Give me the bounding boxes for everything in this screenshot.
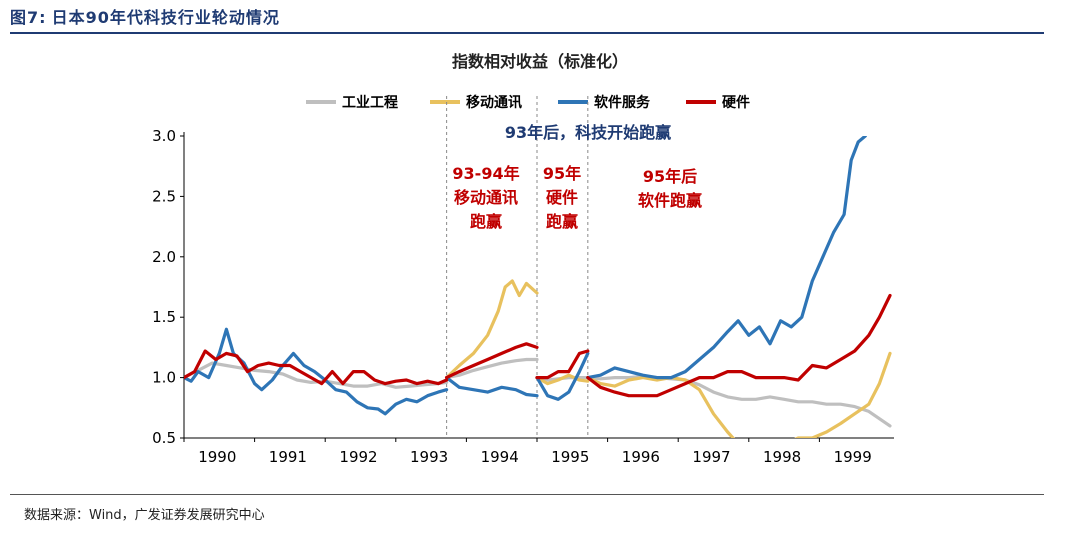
x-tick-label: 1998: [763, 448, 801, 466]
y-tick-label: 1.0: [152, 369, 176, 387]
series-line-industrial: [445, 357, 539, 380]
annotation-mobile-period: 移动通讯: [454, 188, 518, 207]
annotation-hardware-period: 跑赢: [546, 212, 578, 231]
annotation-top: 93年后，科技开始跑赢: [505, 123, 671, 142]
series-line-mobile: [445, 279, 539, 380]
annotation-hardware-period: 硬件: [546, 188, 578, 207]
annotation-software-period: 软件跑赢: [638, 191, 702, 210]
x-tick-label: 1994: [481, 448, 519, 466]
series-line-software: [184, 327, 449, 416]
source-note: 数据来源：Wind，广发证券发展研究中心: [24, 508, 265, 523]
series-line-software: [586, 136, 867, 380]
series-lines: [184, 136, 892, 438]
x-tick-label: 1996: [622, 448, 660, 466]
series-line-mobile: [586, 351, 892, 438]
figure-title: 日本90年代科技行业轮动情况: [51, 8, 280, 27]
y-tick-label: 0.5: [152, 429, 176, 447]
x-tick-label: 1992: [339, 448, 377, 466]
x-tick-label: 1993: [410, 448, 448, 466]
series-line-software: [535, 351, 590, 401]
series-line-hardware: [535, 349, 590, 380]
legend-label-industrial: 工业工程: [342, 95, 398, 111]
chart-title: 指数相对收益（标准化）: [452, 52, 628, 71]
series-line-hardware: [184, 349, 449, 386]
x-tick-label: 1991: [269, 448, 307, 466]
y-tick-label: 3.0: [152, 127, 176, 145]
series-line-industrial: [586, 374, 892, 428]
legend-label-hardware: 硬件: [722, 94, 750, 111]
annotation-software-period: 95年后: [643, 167, 697, 186]
axes: 0.5 1.0 1.5 2.0 2.5 3.0 1990 1991 1992 1993 1994 19…: [152, 127, 894, 466]
figure-label: 图7:: [10, 8, 47, 27]
period-dividers: [446, 96, 589, 438]
x-tick-label: 1990: [198, 448, 236, 466]
legend-label-software: 软件服务: [594, 94, 651, 111]
series-line-software: [445, 376, 539, 398]
y-tick-label: 2.0: [152, 248, 176, 266]
series-line-industrial: [184, 361, 449, 389]
x-tick-label: 1997: [692, 448, 730, 466]
annotation-hardware-period: 95年: [543, 164, 581, 183]
y-tick-label: 1.5: [152, 308, 176, 326]
series-line-hardware: [445, 342, 539, 380]
legend: 工业工程 移动通讯 软件服务 硬件: [306, 94, 750, 111]
annotation-mobile-period: 跑赢: [470, 212, 502, 231]
top-rule: [10, 32, 1044, 34]
bottom-rule: [10, 494, 1044, 495]
x-tick-label: 1999: [834, 448, 872, 466]
x-tick-label: 1995: [551, 448, 589, 466]
y-tick-label: 2.5: [152, 187, 176, 205]
legend-label-mobile: 移动通讯: [466, 94, 522, 111]
annotation-mobile-period: 93-94年: [452, 164, 519, 183]
series-line-hardware: [586, 293, 892, 398]
series-line-mobile: [535, 373, 590, 386]
figure-header: 图7: 日本90年代科技行业轮动情况: [10, 4, 1040, 30]
